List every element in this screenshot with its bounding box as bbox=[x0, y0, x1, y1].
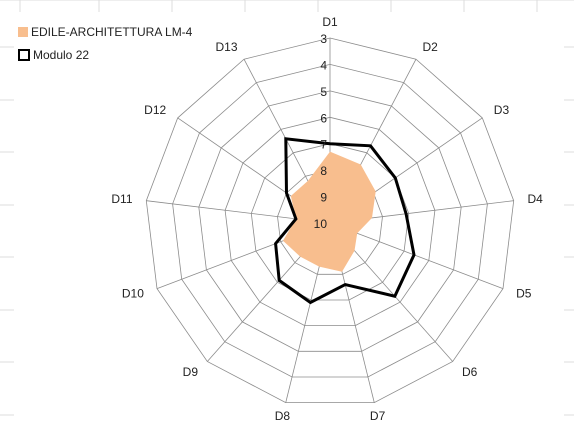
category-label-d3: D3 bbox=[494, 103, 510, 117]
radial-tick-label: 6 bbox=[320, 111, 327, 125]
radial-tick-label: 9 bbox=[320, 191, 327, 205]
legend-swatch-line bbox=[18, 48, 30, 61]
spoke-d5 bbox=[329, 222, 504, 289]
ring-5 bbox=[198, 90, 462, 352]
category-label-d9: D9 bbox=[183, 365, 199, 379]
radial-tick-label: 8 bbox=[320, 164, 327, 178]
radial-tick-label: 3 bbox=[320, 32, 327, 46]
series-line-modulo-22 bbox=[274, 137, 416, 305]
category-label-d11: D11 bbox=[111, 192, 132, 206]
series-area-layer bbox=[283, 151, 376, 272]
category-label-d8: D8 bbox=[275, 409, 291, 423]
category-labels: D1 D2 D3 D4 D5 D6 D7 D8 D9 D10 D11 D12 D13 bbox=[111, 15, 543, 423]
legend-item-area: EDILE-ARCHITETTURA LM-4 bbox=[18, 20, 192, 43]
category-label-d13: D13 bbox=[215, 40, 237, 54]
series-area-edile-architettura bbox=[283, 151, 376, 272]
category-label-d10: D10 bbox=[122, 287, 144, 301]
radial-tick-label: 5 bbox=[320, 85, 327, 99]
category-label-d7: D7 bbox=[370, 409, 386, 423]
ring-3 bbox=[145, 37, 515, 404]
category-label-d2: D2 bbox=[423, 40, 439, 54]
radial-tick-labels: 3 4 5 6 7 8 9 10 bbox=[314, 32, 328, 231]
radial-tick-label: 10 bbox=[314, 217, 328, 231]
legend: EDILE-ARCHITETTURA LM-4 Modulo 22 bbox=[18, 20, 192, 66]
radial-tick-label: 7 bbox=[320, 138, 327, 152]
legend-item-line: Modulo 22 bbox=[18, 43, 192, 66]
legend-label-area: EDILE-ARCHITETTURA LM-4 bbox=[31, 24, 193, 39]
category-label-d5: D5 bbox=[516, 287, 532, 301]
legend-swatch-area bbox=[18, 26, 28, 37]
legend-label-line: Modulo 22 bbox=[33, 47, 90, 62]
ring-8 bbox=[277, 169, 383, 275]
plot-area-background bbox=[14, 12, 564, 428]
category-label-d4: D4 bbox=[528, 192, 544, 206]
radial-tick-label: 4 bbox=[320, 58, 327, 72]
category-label-d6: D6 bbox=[462, 365, 478, 379]
ring-4 bbox=[172, 63, 488, 378]
category-label-d12: D12 bbox=[144, 103, 166, 117]
series-line-layer bbox=[274, 137, 416, 305]
category-label-d1: D1 bbox=[322, 15, 338, 29]
ring-6 bbox=[224, 116, 436, 327]
